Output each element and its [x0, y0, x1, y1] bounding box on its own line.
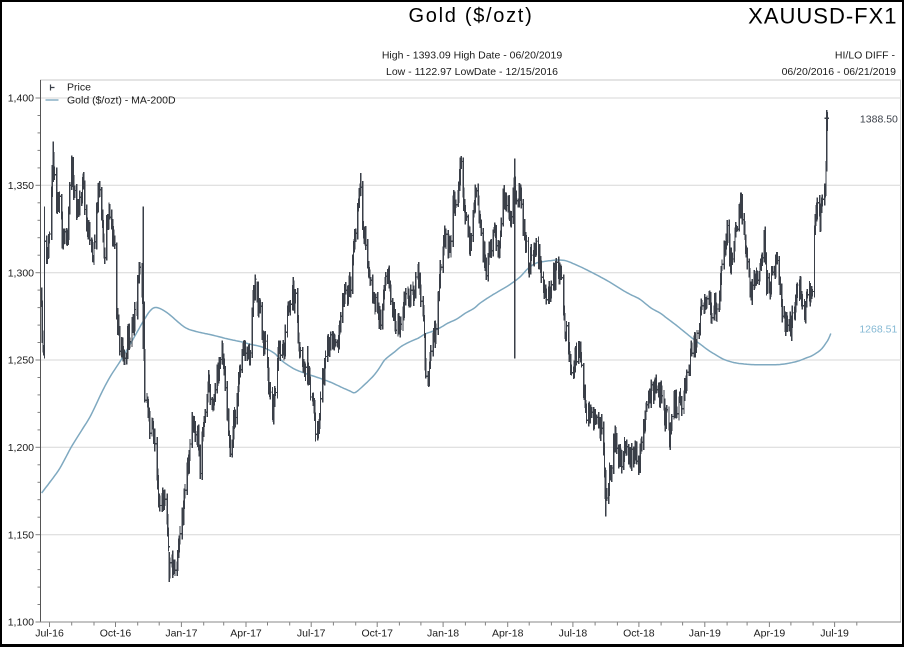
svg-text:Jul-17: Jul-17 — [297, 628, 326, 640]
svg-text:Apr-18: Apr-18 — [492, 628, 524, 640]
svg-text:HI/LO DIFF -: HI/LO DIFF - — [835, 50, 896, 62]
svg-text:Oct-17: Oct-17 — [361, 628, 393, 640]
svg-text:1,350: 1,350 — [8, 180, 34, 192]
svg-text:Low - 1122.97 LowDate - 12/15/: Low - 1122.97 LowDate - 12/15/2016 — [386, 66, 558, 78]
svg-text:Gold ($/ozt): Gold ($/ozt) — [409, 5, 534, 27]
svg-text:06/20/2016 - 06/21/2019: 06/20/2016 - 06/21/2019 — [782, 66, 897, 78]
svg-text:High - 1393.09 High Date - 06/: High - 1393.09 High Date - 06/20/2019 — [382, 50, 563, 62]
svg-text:Jan-19: Jan-19 — [689, 628, 721, 640]
svg-text:1,200: 1,200 — [8, 442, 34, 454]
svg-text:1,150: 1,150 — [8, 529, 34, 541]
svg-text:Apr-17: Apr-17 — [230, 628, 262, 640]
svg-text:Oct-16: Oct-16 — [100, 628, 132, 640]
svg-text:1,400: 1,400 — [8, 93, 34, 105]
svg-text:Jul-16: Jul-16 — [35, 628, 64, 640]
svg-text:Apr-19: Apr-19 — [754, 628, 786, 640]
svg-text:1,250: 1,250 — [8, 355, 34, 367]
svg-text:Jul-18: Jul-18 — [559, 628, 588, 640]
svg-text:Jul-19: Jul-19 — [820, 628, 849, 640]
svg-text:Price: Price — [67, 82, 91, 94]
svg-text:XAUUSD-FX1: XAUUSD-FX1 — [748, 3, 897, 28]
svg-text:Gold ($/ozt) - MA-200D: Gold ($/ozt) - MA-200D — [67, 95, 176, 107]
svg-text:Oct-18: Oct-18 — [623, 628, 655, 640]
svg-text:1,100: 1,100 — [8, 617, 34, 629]
svg-text:1268.51: 1268.51 — [859, 324, 897, 336]
svg-text:Jan-17: Jan-17 — [165, 628, 197, 640]
svg-text:1,300: 1,300 — [8, 267, 34, 279]
svg-text:Jan-18: Jan-18 — [427, 628, 459, 640]
svg-text:1388.50: 1388.50 — [860, 113, 898, 125]
